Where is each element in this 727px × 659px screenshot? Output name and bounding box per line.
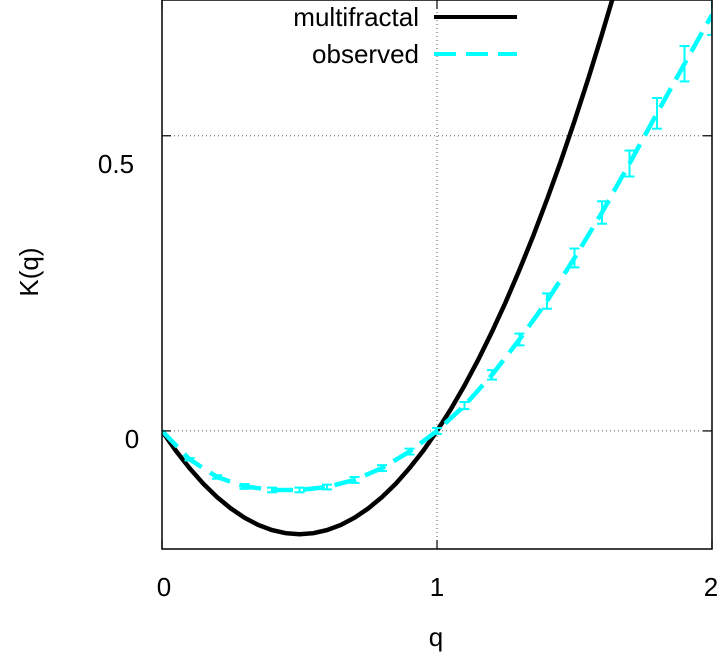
legend: multifractal observed — [293, 2, 517, 69]
series-layer — [162, 0, 712, 537]
legend-label-multifractal: multifractal — [293, 2, 419, 32]
x-tick-label: 2 — [704, 572, 718, 602]
plot-frame — [161, 0, 713, 550]
tick-marks — [161, 0, 713, 549]
y-tick-label: 0 — [125, 424, 139, 454]
x-tick-label: 1 — [430, 572, 444, 602]
x-tick-label: 0 — [157, 572, 171, 602]
y-axis-label: K(q) — [14, 247, 44, 296]
x-axis-label: q — [429, 622, 443, 652]
legend-label-observed: observed — [312, 39, 419, 69]
y-tick-label: 0.5 — [98, 149, 134, 179]
grid — [162, 0, 712, 549]
